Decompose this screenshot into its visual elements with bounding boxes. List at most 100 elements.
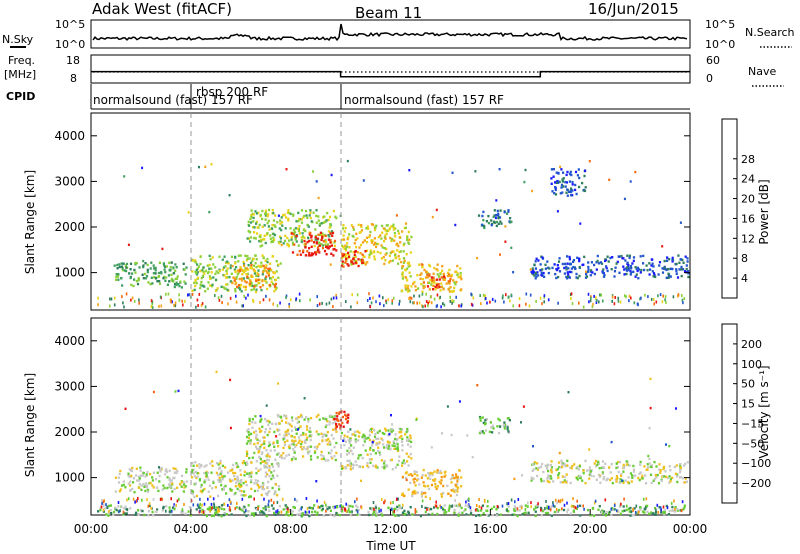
nsearch-label: N.Search [745, 26, 795, 39]
power-echo-cell [226, 267, 229, 270]
velocity-echo-cell [366, 462, 369, 465]
velocity-echo-cell [484, 429, 488, 432]
power-clutter-cell [592, 302, 594, 306]
velocity-echo-cell [575, 476, 578, 480]
power-echo-cell [384, 259, 387, 262]
velocity-echo-cell [357, 439, 360, 442]
velocity-echo-cell [112, 510, 116, 514]
nsearch-tick-top: 10^5 [705, 18, 735, 31]
velocity-echo-cell [451, 475, 454, 479]
velocity-echo-cell [251, 456, 254, 459]
velocity-echo-cell [184, 512, 187, 515]
power-echo-cell [260, 265, 263, 268]
velocity-clutter-cell [429, 497, 431, 501]
power-echo-cell [207, 281, 210, 284]
power-echo-cell [300, 209, 304, 212]
velocity-echo-cell [260, 452, 263, 456]
velocity-echo-cell [455, 493, 458, 497]
power-echo-cell [269, 234, 272, 237]
velocity-echo-cell [242, 460, 245, 463]
velocity-echo-cell [266, 473, 269, 476]
power-echo-cell [402, 243, 405, 247]
velocity-echo-cell [252, 514, 256, 517]
velocity-echo-cell [524, 504, 527, 507]
power-echo-cell [603, 274, 606, 277]
power-clutter-cell [617, 296, 619, 300]
velocity-echo-cell [308, 445, 311, 448]
velocity-echo-cell [544, 511, 547, 515]
velocity-echo-cell [579, 475, 582, 478]
velocity-echo-cell [258, 439, 261, 443]
power-echo-cell [576, 276, 579, 280]
power-echo-cell [251, 284, 255, 288]
velocity-echo-cell [546, 477, 549, 480]
velocity-echo-cell [244, 494, 247, 497]
velocity-echo-cell [352, 446, 355, 449]
velocity-clutter-cell [604, 498, 607, 502]
velocity-clutter-cell [593, 501, 596, 505]
velocity-echo-cell [250, 479, 253, 482]
power-echo-cell [276, 221, 279, 224]
power-clutter-cell [429, 295, 432, 299]
velocity-echo-cell [139, 474, 142, 478]
power-echo-cell [554, 272, 557, 276]
velocity-clutter-cell [610, 507, 612, 511]
power-echo-cell [590, 261, 593, 264]
power-echo-cell [202, 274, 205, 278]
power-echo-cell [246, 257, 249, 261]
power-echo-cell [433, 266, 436, 270]
power-echo-cell [671, 258, 674, 262]
velocity-echo-cell [447, 492, 450, 495]
power-echo-cell [269, 262, 272, 265]
power-echo-cell [557, 181, 560, 184]
power-echo-cell [385, 232, 388, 235]
velocity-echo-cell [262, 488, 266, 491]
power-clutter-cell [647, 295, 649, 299]
velocity-echo-cell [406, 460, 409, 463]
power-echo-cell [196, 276, 200, 279]
power-echo-cell [397, 255, 400, 258]
power-echo-cell [576, 174, 579, 177]
velocity-ytick-label: 2000 [54, 425, 85, 439]
velocity-echo-cell [180, 511, 183, 514]
velocity-echo-cell [579, 504, 582, 507]
velocity-echo-cell [598, 475, 602, 478]
power-echo-cell [341, 260, 344, 263]
power-echo-cell [399, 241, 402, 244]
velocity-echo-cell [265, 449, 268, 452]
power-echo-cell [209, 284, 212, 287]
power-clutter-cell [625, 295, 627, 299]
velocity-sporadic-cell [363, 434, 366, 438]
power-echo-cell [344, 244, 347, 247]
velocity-sporadic-cell [259, 414, 262, 418]
velocity-echo-cell [386, 440, 389, 443]
velocity-echo-cell [349, 437, 352, 440]
power-echo-cell [277, 276, 280, 279]
power-echo-cell [583, 174, 586, 178]
velocity-echo-cell [268, 430, 271, 434]
power-echo-cell [490, 223, 493, 227]
velocity-echo-cell [114, 490, 117, 493]
power-echo-cell [540, 255, 543, 258]
power-echo-cell [404, 284, 407, 287]
power-echo-cell [254, 278, 257, 281]
velocity-echo-cell [399, 506, 402, 509]
power-echo-cell [350, 260, 353, 264]
power-echo-cell [310, 239, 313, 242]
power-echo-cell [142, 265, 145, 269]
power-echo-cell [195, 273, 199, 276]
power-echo-cell [272, 240, 275, 243]
velocity-echo-cell [244, 480, 247, 483]
power-clutter-cell [424, 304, 426, 308]
power-echo-cell [239, 254, 242, 257]
velocity-echo-cell [268, 421, 271, 424]
power-echo-cell [380, 244, 383, 247]
power-echo-cell [226, 260, 229, 263]
power-echo-cell [622, 265, 625, 268]
power-echo-cell [383, 247, 386, 250]
power-echo-cell [294, 227, 297, 230]
velocity-echo-cell [229, 487, 232, 491]
velocity-echo-cell [610, 513, 613, 517]
velocity-echo-cell [457, 486, 460, 490]
power-sporadic-cell [161, 247, 164, 251]
